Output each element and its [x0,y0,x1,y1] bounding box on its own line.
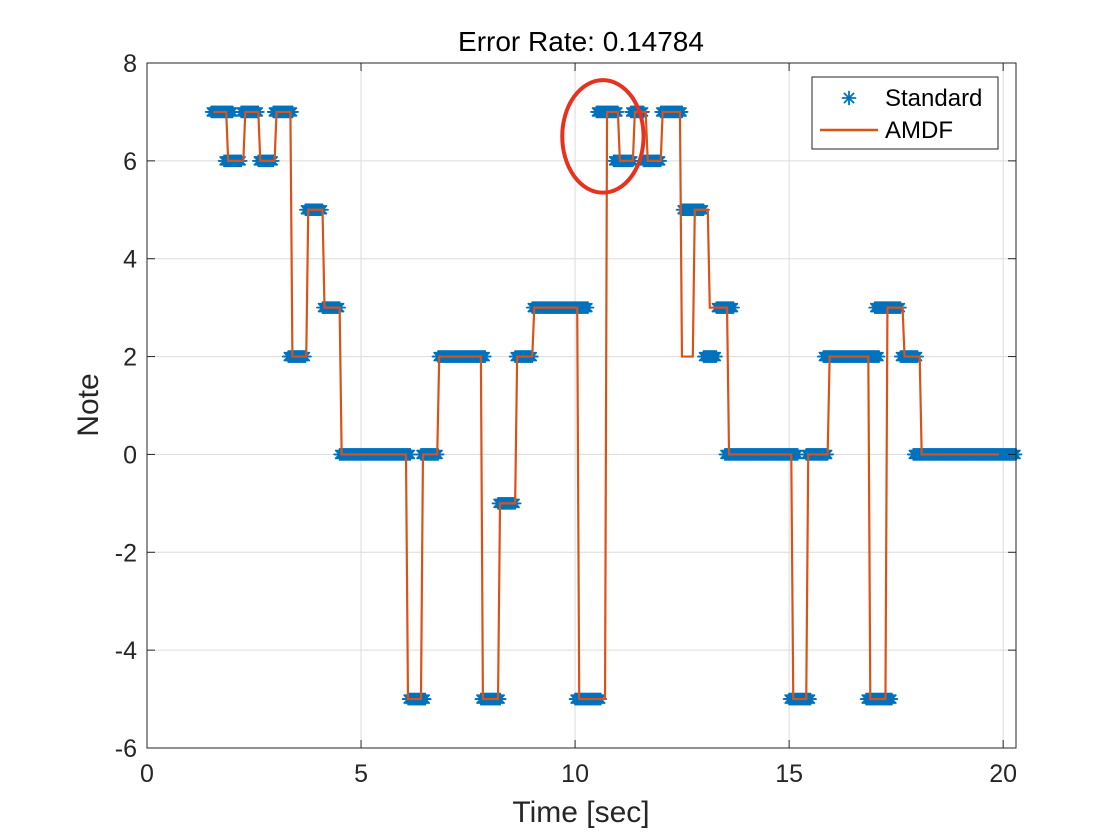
y-tick-label: 6 [123,148,137,176]
standard-point [709,350,723,363]
standard-point [727,301,740,315]
legend-box [811,76,999,150]
y-tick-label: -4 [115,637,137,665]
y-axis-label: Note [72,373,105,436]
x-tick-label: 10 [561,760,589,788]
y-tick-label: 4 [123,246,137,274]
y-tick-label: 2 [123,344,137,372]
legend-standard-marker [841,90,857,106]
y-tick-label: 8 [123,50,137,78]
legend: Standard AMDF [811,76,999,150]
y-tick-label: -6 [115,735,137,763]
standard-point [581,301,595,315]
chart-title: Error Rate: 0.14784 [458,26,704,57]
standard-point [872,350,886,363]
y-tick-label: 0 [123,441,137,469]
standard-point [675,105,689,119]
x-tick-label: 20 [989,760,1017,788]
legend-amdf-label: AMDF [885,117,953,144]
legend-standard-label: Standard [885,85,982,112]
highlight-ellipse [560,78,646,195]
amdf-series [213,110,999,701]
legend-standard-asterisk [841,90,857,106]
x-tick-label: 5 [354,760,368,788]
annotation [560,78,646,195]
axis-ticks: 0 5 10 15 20 -6 -4 -2 0 2 4 6 8 [115,50,1017,788]
standard-point [418,692,432,706]
standard-point [804,692,817,706]
standard-point [885,692,899,706]
y-tick-label: -2 [115,539,137,567]
amdf-line [213,110,999,701]
x-tick-label: 0 [140,760,154,788]
x-tick-label: 15 [775,760,803,788]
plot-frame [146,62,1017,749]
x-axis-label: Time [sec] [512,796,649,829]
standard-point [403,448,417,461]
